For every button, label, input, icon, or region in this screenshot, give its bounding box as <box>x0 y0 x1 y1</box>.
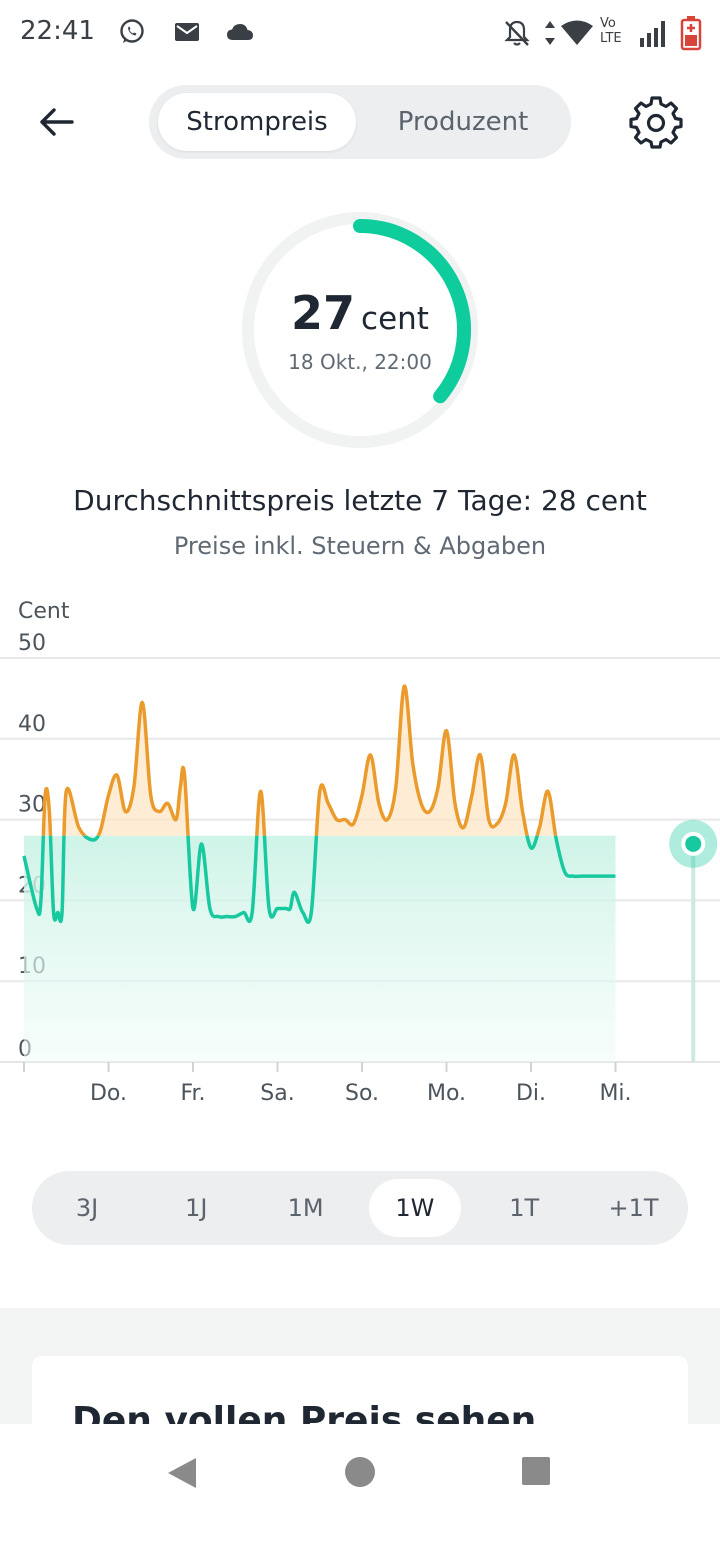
signal-icon <box>640 21 665 47</box>
current-price-unit: cent <box>361 301 429 337</box>
y-tick-label: 50 <box>18 631 46 656</box>
recents-square-icon[interactable] <box>521 1456 551 1486</box>
range-option-1t[interactable]: 1T <box>509 1194 540 1222</box>
current-price-value: 27 <box>291 286 356 340</box>
x-tick-label: Mo. <box>427 1081 466 1106</box>
battery-icon <box>680 16 702 51</box>
current-price: 27 cent <box>240 286 480 340</box>
volte-top-label: Vo <box>600 16 616 31</box>
status-time: 22:41 <box>20 16 95 46</box>
tab-strompreis-label: Strompreis <box>186 107 328 137</box>
range-option-1m[interactable]: 1M <box>287 1194 324 1222</box>
range-option-1w[interactable]: 1W <box>368 1179 461 1237</box>
range-option-3j[interactable]: 3J <box>75 1194 99 1222</box>
price-gauge <box>242 212 478 448</box>
tab-produzent-label: Produzent <box>397 107 529 137</box>
volte-bottom-label: LTE <box>600 31 622 46</box>
back-triangle-icon[interactable] <box>166 1456 198 1490</box>
y-axis-label: Cent <box>18 599 70 624</box>
home-circle-icon[interactable] <box>344 1456 376 1488</box>
price-line-above <box>41 684 558 836</box>
price-chart[interactable]: Cent 50403020100 Do.Fr.Sa.So.Mo.Di.Mi. <box>0 590 720 1120</box>
tax-note: Preise inkl. Steuern & Abgaben <box>173 532 547 560</box>
system-navigation-bar <box>0 1424 720 1520</box>
current-point[interactable] <box>681 831 706 856</box>
x-tick-label: Di. <box>516 1081 546 1106</box>
tab-produzent[interactable]: Produzent <box>364 93 562 151</box>
y-tick-label: 40 <box>18 712 46 737</box>
data-arrows-icon <box>545 21 555 45</box>
mail-icon <box>175 23 199 41</box>
gauge-arc <box>353 219 471 404</box>
x-tick-label: Mi. <box>599 1081 631 1106</box>
current-price-date: 18 Okt., 22:00 <box>288 350 432 374</box>
range-option-plus1t[interactable]: +1T <box>608 1194 659 1222</box>
whatsapp-icon <box>120 19 144 43</box>
volte-icon: Vo LTE <box>600 16 630 50</box>
average-price-text: Durchschnittspreis letzte 7 Tage: 28 cen… <box>73 484 647 517</box>
gear-icon[interactable] <box>629 96 683 150</box>
back-arrow-icon[interactable] <box>32 98 80 146</box>
tab-strompreis[interactable]: Strompreis <box>158 93 356 151</box>
price-line-below <box>22 835 616 925</box>
x-tick-label: Sa. <box>260 1081 294 1106</box>
wifi-icon <box>561 20 593 45</box>
below-average-area <box>24 835 616 1062</box>
x-tick-label: Fr. <box>180 1081 205 1106</box>
mute-icon <box>504 20 530 46</box>
y-tick-label: 30 <box>18 793 46 818</box>
time-range-selector: 3J 1J 1M 1W 1T +1T <box>32 1171 688 1245</box>
x-tick-label: Do. <box>90 1081 127 1106</box>
above-average-area <box>43 686 556 836</box>
range-option-1j[interactable]: 1J <box>185 1194 208 1222</box>
x-tick-label: So. <box>345 1081 379 1106</box>
price-producer-toggle: Strompreis Produzent <box>149 85 571 159</box>
cloud-icon <box>227 24 253 40</box>
gauge-track <box>242 212 478 448</box>
status-bar: 22:41 Vo LTE <box>0 0 720 68</box>
